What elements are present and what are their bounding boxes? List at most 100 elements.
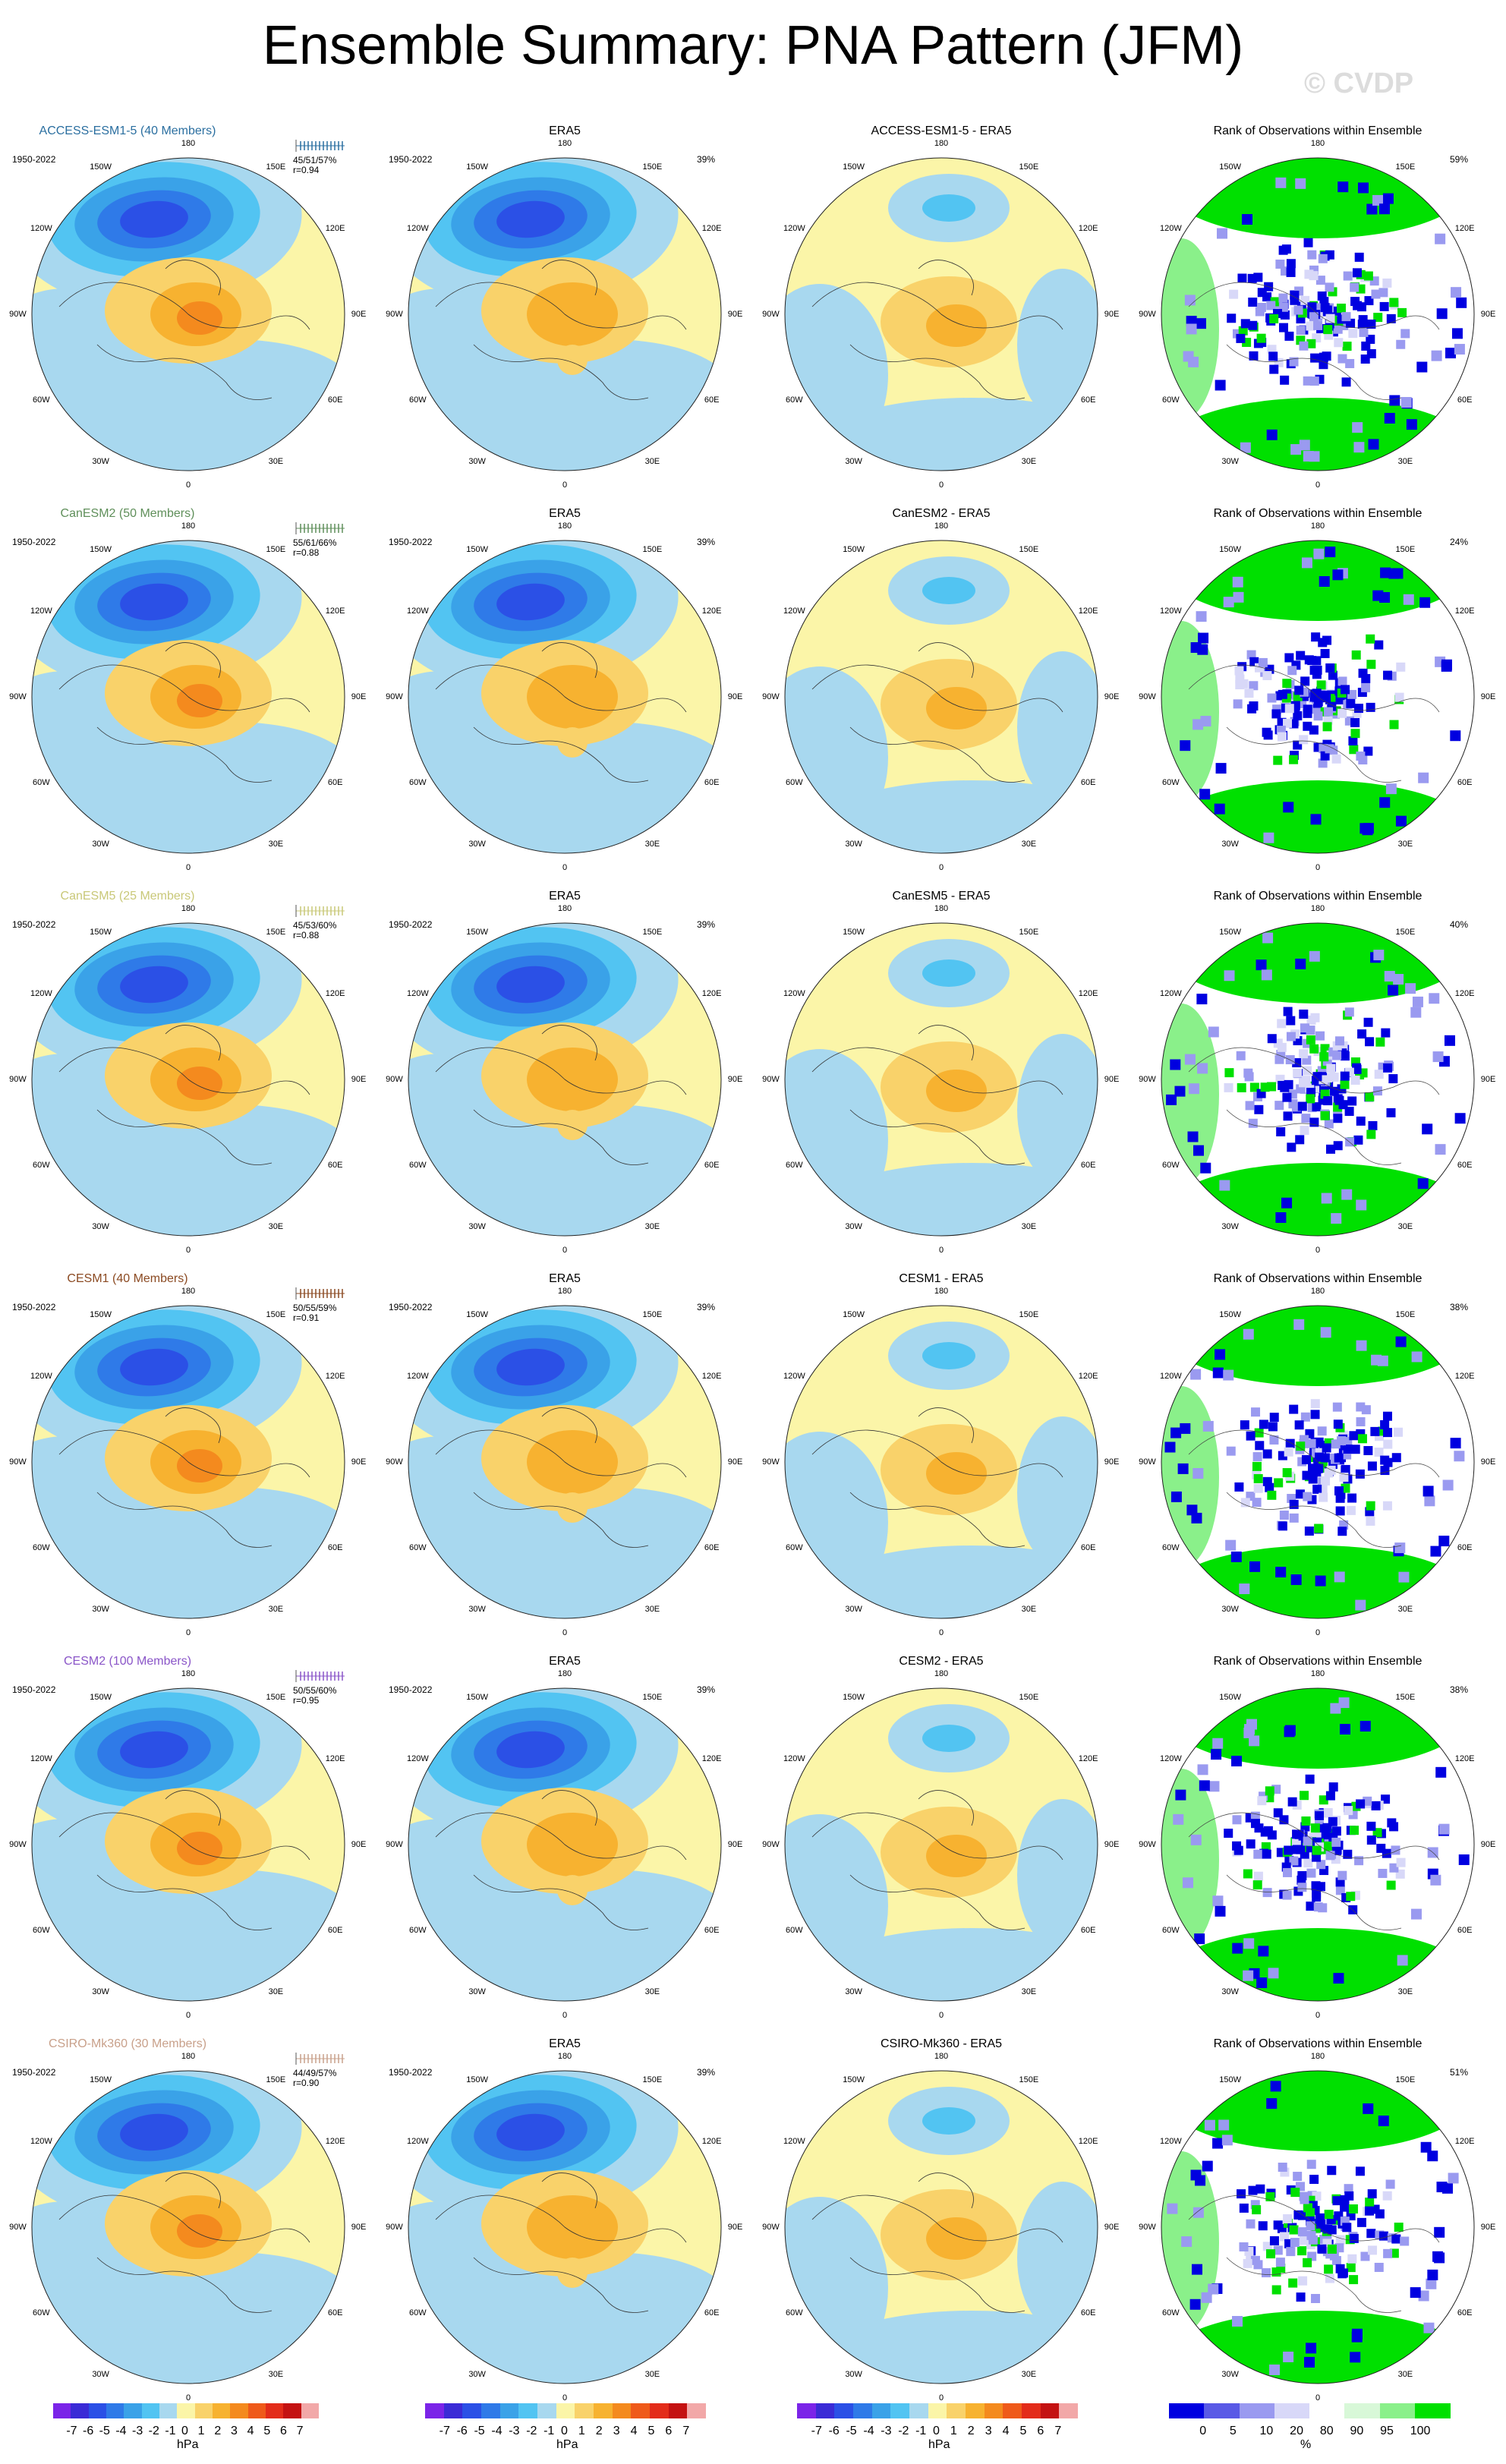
model-panel-title: CSIRO-Mk360 (30 Members) (48, 2037, 207, 2050)
colorbar-tick-label: -5 (99, 2425, 110, 2437)
longitude-label: 30W (468, 2369, 486, 2379)
longitude-label: 150W (466, 545, 488, 555)
era5-panel-title: ERA5 (549, 2037, 581, 2050)
pattern-correlation: r=0.90 (293, 2078, 320, 2088)
pattern-correlation: r=0.95 (293, 1695, 320, 1706)
colorbar-swatch (1239, 2403, 1275, 2418)
colorbar-swatch (1169, 2403, 1205, 2418)
longitude-label: 30E (1021, 1987, 1037, 1996)
colorbar-tick-label: -7 (811, 2425, 822, 2437)
rank-pct: 51% (1450, 2067, 1469, 2078)
longitude-label: 60E (327, 1161, 343, 1171)
model-pattern-panel: CSIRO-Mk360 (30 Members) 180 150W 150E 120W 1… (0, 2034, 376, 2417)
longitude-label: 90E (351, 1840, 367, 1849)
colorbar-tick-label: -3 (132, 2425, 143, 2437)
pattern-stats: 45/53/60% (293, 920, 337, 931)
longitude-label: 150W (90, 1310, 112, 1320)
colorbar-tick-label: 4 (630, 2425, 638, 2437)
longitude-label: 0 (1315, 480, 1321, 490)
longitude-label: 90W (762, 1075, 780, 1084)
longitude-label: 90W (386, 1075, 403, 1084)
longitude-label: 90E (727, 2223, 743, 2232)
colorbar-swatch (124, 2403, 143, 2418)
colorbar-tick-label: 2 (214, 2425, 222, 2437)
longitude-label: 180 (934, 2052, 949, 2062)
longitude-label: 90E (1104, 692, 1120, 701)
longitude-label: 30W (92, 839, 109, 849)
longitude-label: 150W (843, 162, 865, 172)
longitude-label: 120E (1454, 1753, 1475, 1763)
longitude-label: 150W (843, 2075, 865, 2085)
longitude-label: 150W (466, 1693, 488, 1703)
colorbar-swatch (518, 2403, 538, 2418)
longitude-label: 90E (727, 1457, 743, 1467)
longitude-label: 30E (1397, 1221, 1413, 1231)
longitude-label: 30W (845, 2369, 862, 2379)
longitude-label: 30E (644, 1604, 660, 1614)
longitude-label: 90E (1104, 2223, 1120, 2232)
colorbar-tick-label: 7 (1054, 2425, 1062, 2437)
colorbar-swatch (871, 2403, 891, 2418)
longitude-label: 60W (786, 395, 803, 405)
longitude-label: 180 (557, 139, 572, 149)
longitude-label: 30W (845, 456, 862, 466)
rank-pct: 40% (1450, 919, 1469, 930)
longitude-label: 60E (327, 395, 343, 405)
longitude-label: 120W (406, 223, 429, 233)
longitude-label: 90W (1139, 1457, 1156, 1467)
longitude-label: 180 (557, 904, 572, 914)
ensemble-whisker-icon (295, 905, 345, 917)
colorbar-swatch (71, 2403, 90, 2418)
longitude-label: 90E (351, 1075, 367, 1084)
era5-pattern-panel: ERA5 180 150W 150E 120W 120E 90W 90E 60W 60E 30W 30… (376, 1652, 753, 2034)
longitude-label: 60E (1457, 1926, 1473, 1936)
model-panel-title: ACCESS-ESM1-5 (40 Members) (39, 124, 216, 137)
longitude-label: 180 (934, 139, 949, 149)
longitude-label: 0 (562, 1245, 568, 1255)
longitude-label: 30W (1221, 456, 1239, 466)
longitude-label: 30W (845, 1604, 862, 1614)
colorbar-tick-label: 90 (1350, 2425, 1364, 2437)
longitude-label: 150E (1019, 2075, 1039, 2085)
longitude-label: 0 (1315, 1627, 1321, 1637)
difference-panel-title: CanESM2 - ERA5 (892, 507, 991, 520)
longitude-label: 120W (783, 2136, 805, 2146)
longitude-label: 120W (30, 1753, 52, 1763)
colorbar-swatch (1022, 2403, 1041, 2418)
longitude-label: 150W (466, 928, 488, 937)
longitude-label: 30E (644, 839, 660, 849)
longitude-label: 90E (1480, 1840, 1496, 1849)
longitude-label: 60E (1080, 1161, 1096, 1171)
longitude-label: 150E (266, 162, 286, 172)
colorbar-tick-label: -4 (863, 2425, 874, 2437)
longitude-label: 30W (1221, 839, 1239, 849)
longitude-label: 0 (185, 2010, 191, 2020)
years-label: 1950-2022 (12, 154, 56, 165)
rank-panel-title: Rank of Observations within Ensemble (1213, 2037, 1423, 2050)
longitude-label: 120E (1078, 1371, 1098, 1381)
colorbar-swatch (1379, 2403, 1416, 2418)
longitude-label: 180 (934, 1669, 949, 1679)
longitude-label: 180 (181, 521, 196, 531)
longitude-label: 120E (1454, 606, 1475, 616)
colorbar-swatch (650, 2403, 670, 2418)
longitude-label: 60W (786, 1926, 803, 1936)
colorbar-tick-label: 5 (263, 2425, 271, 2437)
longitude-label: 90W (9, 1457, 27, 1467)
longitude-label: 150E (266, 1693, 286, 1703)
model-pattern-panel: ACCESS-ESM1-5 (40 Members) 180 150W 150E 120… (0, 121, 376, 504)
longitude-label: 180 (181, 904, 196, 914)
difference-panel: ACCESS-ESM1-5 - ERA5 180 150W 150E 120W 120E 9… (753, 121, 1130, 504)
slp-map (784, 540, 1098, 854)
longitude-label: 60E (1457, 395, 1473, 405)
colorbar-tick-label: 2 (967, 2425, 975, 2437)
longitude-label: 90E (1104, 1840, 1120, 1849)
slp-map (408, 540, 722, 854)
longitude-label: 30E (644, 1987, 660, 1996)
longitude-label: 90W (386, 1457, 403, 1467)
slp-map (408, 1687, 722, 2002)
longitude-label: 180 (1310, 1287, 1325, 1297)
longitude-label: 60W (33, 1543, 50, 1553)
colorbar-swatch (159, 2403, 178, 2418)
longitude-label: 180 (934, 1287, 949, 1297)
